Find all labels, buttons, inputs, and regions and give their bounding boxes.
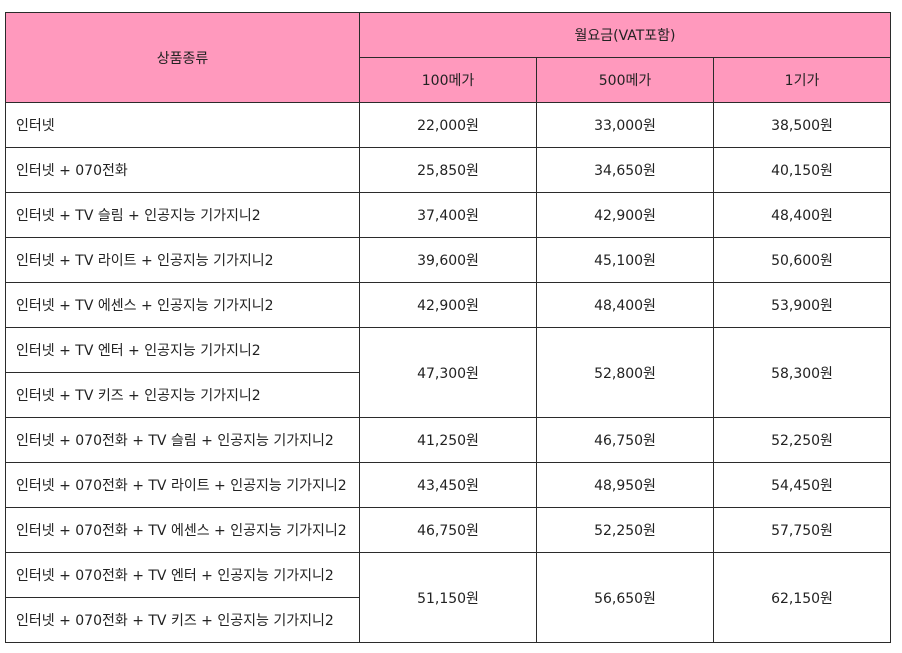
- table-row: 인터넷 + 070전화 + TV 라이트 + 인공지능 기가지니2 43,450원…: [5, 462, 892, 508]
- price-cell: 51,150원: [359, 552, 537, 643]
- product-name-cell: 인터넷 + TV 라이트 + 인공지능 기가지니2: [5, 237, 360, 283]
- price-cell: 62,150원: [712, 552, 892, 643]
- price-cell: 48,400원: [536, 282, 714, 328]
- table-row: 인터넷 + 070전화 + TV 엔터 + 인공지능 기가지니2 51,150원 5…: [5, 552, 892, 643]
- table-row: 인터넷 + 070전화 25,850원 34,650원 40,150원: [5, 147, 892, 193]
- price-cell: 22,000원: [359, 102, 537, 148]
- pricing-table: 상품종류 월요금(VAT포함) 100메가 500메가 1기가 인터넷 22,00…: [5, 12, 892, 643]
- header-speed-100: 100메가: [359, 57, 537, 103]
- price-cell: 53,900원: [712, 282, 892, 328]
- price-cell: 52,250원: [536, 507, 714, 553]
- header-monthly-fee: 월요금(VAT포함): [358, 12, 892, 58]
- table-body: 인터넷 22,000원 33,000원 38,500원 인터넷 + 070전화 25,85…: [5, 102, 892, 643]
- product-name-cell: 인터넷: [5, 102, 360, 148]
- price-cell: 57,750원: [712, 507, 892, 553]
- price-cell: 52,800원: [536, 327, 714, 418]
- price-cell: 25,850원: [359, 147, 537, 193]
- price-cell: 50,600원: [712, 237, 892, 283]
- header-product-type: 상품종류: [5, 12, 360, 103]
- price-cell: 54,450원: [712, 462, 892, 508]
- product-name-cell: 인터넷 + 070전화 + TV 키즈 + 인공지능 기가지니2: [5, 597, 360, 643]
- header-speed-1g: 1기가: [712, 57, 892, 103]
- price-cell: 42,900원: [536, 192, 714, 238]
- table-row: 인터넷 + 070전화 + TV 슬림 + 인공지능 기가지니2 41,250원 4…: [5, 417, 892, 463]
- price-cell: 41,250원: [359, 417, 537, 463]
- product-name-cell: 인터넷 + TV 엔터 + 인공지능 기가지니2: [5, 327, 360, 373]
- price-cell: 42,900원: [359, 282, 537, 328]
- table-row: 인터넷 + 070전화 + TV 키즈 + 인공지능 기가지니2: [5, 597, 891, 643]
- table-row: 인터넷 + TV 키즈 + 인공지능 기가지니2: [5, 372, 891, 418]
- product-name-cell: 인터넷 + 070전화: [5, 147, 360, 193]
- price-cell: 48,400원: [712, 192, 892, 238]
- price-cell: 46,750원: [536, 417, 714, 463]
- price-cell: 52,250원: [712, 417, 892, 463]
- price-cell: 34,650원: [536, 147, 714, 193]
- price-cell: 38,500원: [712, 102, 892, 148]
- price-cell: 43,450원: [359, 462, 537, 508]
- table-row: 인터넷 + TV 라이트 + 인공지능 기가지니2 39,600원 45,100원 5…: [5, 237, 892, 283]
- price-cell: 58,300원: [712, 327, 892, 418]
- table-row: 인터넷 22,000원 33,000원 38,500원: [5, 102, 892, 148]
- table-row: 인터넷 + 070전화 + TV 에센스 + 인공지능 기가지니2 46,750원…: [5, 507, 892, 553]
- product-name-cell: 인터넷 + 070전화 + TV 슬림 + 인공지능 기가지니2: [5, 417, 360, 463]
- product-name-cell: 인터넷 + 070전화 + TV 에센스 + 인공지능 기가지니2: [5, 507, 360, 553]
- price-cell: 46,750원: [359, 507, 537, 553]
- header-speed-row: 100메가 500메가 1기가: [6, 57, 892, 103]
- price-cell: 45,100원: [536, 237, 714, 283]
- product-name-cell: 인터넷 + 070전화 + TV 엔터 + 인공지능 기가지니2: [5, 552, 360, 598]
- product-name-cell: 인터넷 + 070전화 + TV 라이트 + 인공지능 기가지니2: [5, 462, 360, 508]
- price-cell: 56,650원: [536, 552, 714, 643]
- product-name-cell: 인터넷 + TV 슬림 + 인공지능 기가지니2: [5, 192, 360, 238]
- product-name-cell: 인터넷 + TV 키즈 + 인공지능 기가지니2: [5, 372, 360, 418]
- table-row: 인터넷 + TV 엔터 + 인공지능 기가지니2 47,300원 52,800원 58…: [5, 327, 892, 418]
- pricing-table-container: 상품종류 월요금(VAT포함) 100메가 500메가 1기가 인터넷 22,00…: [5, 12, 892, 643]
- price-cell: 33,000원: [536, 102, 714, 148]
- table-row: 인터넷 + TV 슬림 + 인공지능 기가지니2 37,400원 42,900원 48…: [5, 192, 892, 238]
- price-cell: 47,300원: [359, 327, 537, 418]
- price-cell: 40,150원: [712, 147, 892, 193]
- header-row: 상품종류 월요금(VAT포함): [5, 12, 892, 103]
- price-cell: 48,950원: [536, 462, 714, 508]
- product-name-cell: 인터넷 + TV 에센스 + 인공지능 기가지니2: [5, 282, 360, 328]
- header-speed-500: 500메가: [536, 57, 714, 103]
- price-cell: 39,600원: [359, 237, 537, 283]
- price-cell: 37,400원: [359, 192, 537, 238]
- table-row: 인터넷 + TV 에센스 + 인공지능 기가지니2 42,900원 48,400원 5…: [5, 282, 892, 328]
